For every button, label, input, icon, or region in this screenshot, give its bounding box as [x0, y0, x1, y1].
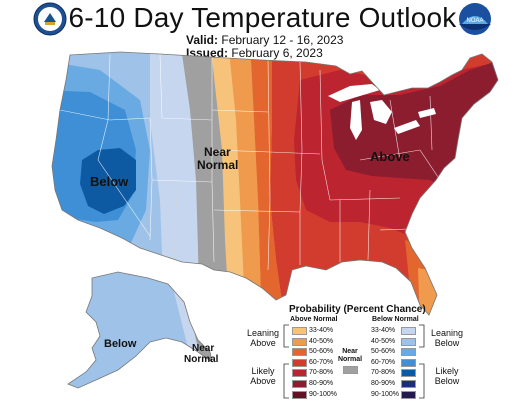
legend-below-swatch-6	[401, 380, 416, 388]
label-near-alaska: Near	[192, 343, 214, 354]
legend-above-range-4: 60-70%	[309, 358, 334, 366]
state-borders	[59, 53, 441, 271]
legend-below-swatch-5	[401, 369, 416, 378]
legend-above-swatch-4	[292, 358, 307, 367]
legend-leaning-above-line2: Above	[250, 338, 276, 348]
label-normal: Normal	[197, 158, 238, 172]
conus-outline	[51, 51, 499, 316]
date-block: Valid: February 12 - 16, 2023 Issued: Fe…	[186, 34, 343, 60]
legend-above-range-7: 90-100%	[309, 390, 338, 398]
legend-below-range-5: 70-80%	[371, 369, 396, 377]
legend-below-range-4: 60-70%	[371, 358, 396, 366]
label-below-west: Below	[90, 174, 129, 189]
legend-below-swatch-1	[401, 327, 416, 335]
legend-below-header: Below Normal	[372, 316, 419, 323]
page-title: 6-10 Day Temperature Outlook	[68, 2, 457, 33]
great-lakes	[328, 84, 436, 140]
legend-likely-below-line2: Below	[434, 376, 460, 386]
commerce-seal-icon	[33, 2, 67, 36]
legend-below-range-2: 40-50%	[371, 337, 396, 345]
legend-above-swatch-7	[292, 390, 307, 399]
label-near: Near	[204, 145, 231, 159]
legend-above-range-5: 70-80%	[309, 369, 334, 377]
legend-leaning-below-line2: Below	[434, 338, 460, 348]
legend-below-range-1: 33-40%	[371, 327, 396, 334]
valid-label: Valid:	[186, 33, 219, 47]
issued-value: February 6, 2023	[231, 46, 323, 60]
legend-above-range-3: 50-60%	[309, 348, 334, 356]
label-above-east: Above	[370, 149, 410, 164]
legend-below-range-7: 90-100%	[371, 390, 400, 398]
legend-above-swatch-2	[292, 337, 307, 346]
noaa-logo-text: NOAA	[466, 18, 483, 24]
issued-row: Issued: February 6, 2023	[186, 47, 343, 60]
legend-above-swatch-5	[292, 369, 307, 378]
valid-row: Valid: February 12 - 16, 2023	[186, 34, 343, 47]
legend-near-header: Near Normal	[336, 348, 364, 364]
legend-above-swatch-6	[292, 380, 307, 388]
legend-above-range-1: 33-40%	[309, 327, 334, 334]
legend-title: Probability (Percent Chance)	[289, 304, 426, 315]
legend-near-swatch	[343, 366, 358, 374]
legend-near-header-line1: Near	[342, 348, 358, 355]
legend-above-swatch-3	[292, 348, 307, 357]
legend-likely-below: Likely Below	[424, 366, 470, 386]
alaska-outline	[67, 271, 213, 389]
legend-leaning-above: Leaning Above	[240, 328, 286, 348]
valid-value: February 12 - 16, 2023	[221, 33, 344, 47]
legend-above-range-6: 80-90%	[309, 380, 334, 387]
legend-above-range-2: 40-50%	[309, 337, 334, 345]
legend-below-range-3: 50-60%	[371, 348, 396, 356]
legend-below-swatch-7	[401, 390, 416, 399]
legend-below-range-6: 80-90%	[371, 380, 396, 387]
legend-below-swatch-2	[401, 337, 416, 346]
noaa-logo-icon: NOAA	[459, 3, 491, 35]
legend-below-swatch-4	[401, 358, 416, 367]
legend-bracket-above	[283, 324, 289, 399]
legend-above-swatch-1	[292, 327, 307, 335]
legend-bracket-below	[419, 324, 425, 399]
legend-below-swatch-3	[401, 348, 416, 357]
legend-likely-below-line1: Likely	[435, 366, 459, 376]
legend-likely-above: Likely Above	[240, 366, 286, 386]
legend-likely-above-line2: Above	[250, 376, 276, 386]
legend-leaning-below: Leaning Below	[424, 328, 470, 348]
legend-above-header: Above Normal	[290, 316, 338, 323]
legend-leaning-above-line1: Leaning	[246, 328, 280, 338]
legend-likely-above-line1: Likely	[251, 366, 275, 376]
label-below-alaska: Below	[104, 338, 137, 350]
legend-leaning-below-line1: Leaning	[430, 328, 464, 338]
label-normal-alaska: Normal	[184, 354, 219, 365]
legend-near-header-line2: Normal	[337, 356, 363, 363]
